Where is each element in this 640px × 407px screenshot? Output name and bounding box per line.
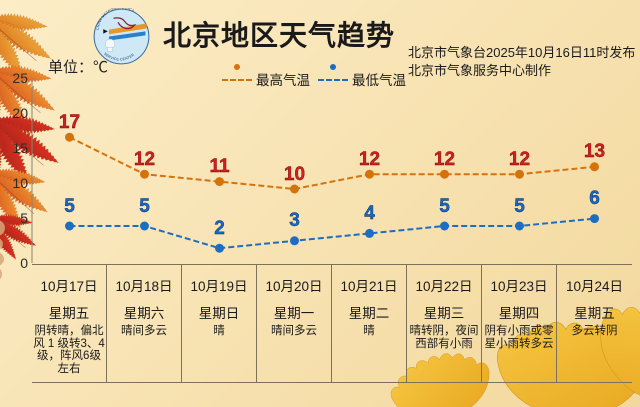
svg-text:12: 12 [434,149,455,170]
svg-text:17: 17 [59,112,80,133]
svg-text:13: 13 [584,141,605,162]
svg-text:2: 2 [214,218,225,239]
svg-text:12: 12 [509,149,530,170]
svg-text:3: 3 [289,210,300,231]
svg-text:5: 5 [139,196,150,217]
svg-text:12: 12 [359,149,380,170]
svg-text:5: 5 [439,196,450,217]
svg-text:6: 6 [589,188,600,209]
svg-text:5: 5 [514,196,525,217]
svg-text:10: 10 [284,164,305,185]
svg-text:5: 5 [64,196,75,217]
svg-text:12: 12 [134,149,155,170]
svg-text:4: 4 [364,203,375,224]
svg-text:11: 11 [209,156,230,177]
